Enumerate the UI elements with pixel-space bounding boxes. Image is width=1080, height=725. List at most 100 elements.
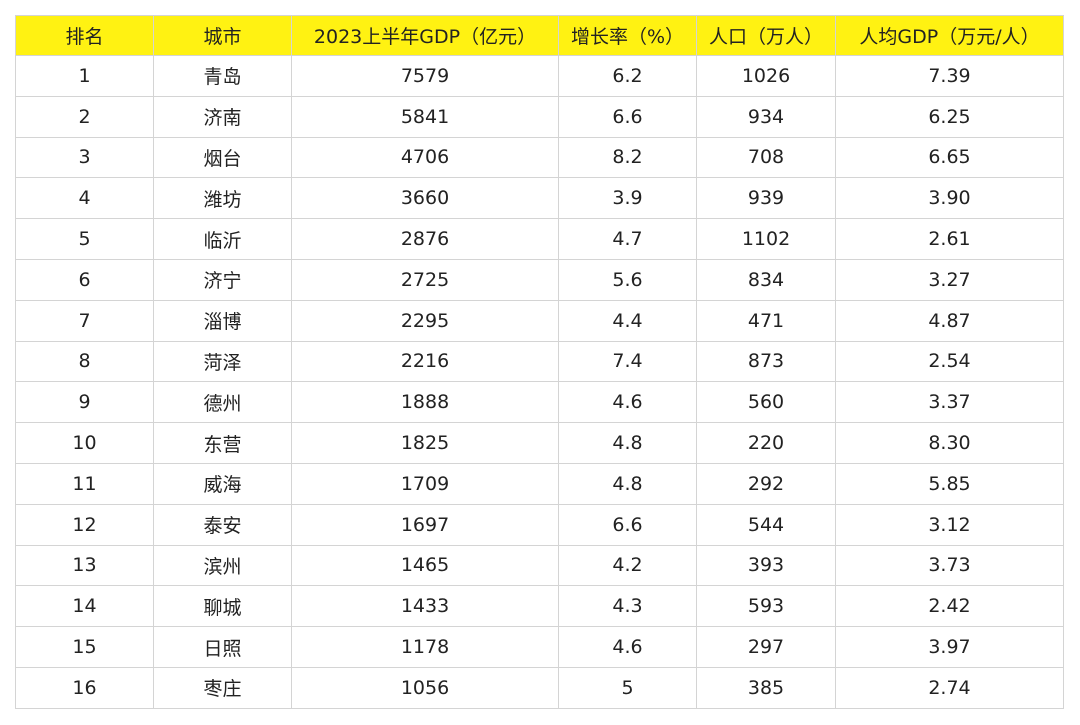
cell-city: 威海 [153, 462, 292, 505]
header-row: 排名 城市 2023上半年GDP（亿元） 增长率（%） 人口（万人） 人均GDP… [15, 15, 1064, 56]
table-body: 1 青岛 7579 6.2 1026 7.39 2 济南 5841 6.6 93… [15, 55, 1064, 709]
table-row: 5 临沂 2876 4.7 1102 2.61 [15, 218, 1064, 260]
cell-gdp-per-capita: 5.85 [835, 462, 1064, 505]
table-row: 2 济南 5841 6.6 934 6.25 [15, 95, 1064, 138]
cell-population: 873 [696, 340, 836, 383]
cell-gdp-per-capita: 2.61 [835, 218, 1064, 260]
cell-city: 济南 [153, 95, 292, 138]
table-row: 9 德州 1888 4.6 560 3.37 [15, 381, 1064, 424]
cell-population: 934 [696, 95, 836, 138]
cell-rank: 14 [15, 585, 154, 628]
cell-rank: 16 [15, 666, 154, 709]
cell-city: 潍坊 [153, 177, 292, 220]
cell-gdp: 7579 [291, 55, 559, 97]
cell-growth-rate: 4.6 [558, 381, 697, 424]
cell-growth-rate: 4.7 [558, 218, 697, 260]
cell-rank: 5 [15, 218, 154, 260]
cell-gdp: 2216 [291, 340, 559, 383]
cell-population: 593 [696, 585, 836, 628]
cell-gdp: 1825 [291, 422, 559, 464]
header-rank: 排名 [15, 15, 154, 56]
table-row: 4 潍坊 3660 3.9 939 3.90 [15, 177, 1064, 220]
cell-growth-rate: 4.3 [558, 585, 697, 628]
cell-growth-rate: 5 [558, 666, 697, 709]
cell-gdp-per-capita: 3.37 [835, 381, 1064, 424]
cell-population: 297 [696, 626, 836, 668]
header-city: 城市 [153, 15, 292, 56]
gdp-ranking-table: 排名 城市 2023上半年GDP（亿元） 增长率（%） 人口（万人） 人均GDP… [15, 15, 1064, 709]
cell-gdp-per-capita: 6.25 [835, 95, 1064, 138]
cell-growth-rate: 4.6 [558, 626, 697, 668]
cell-gdp-per-capita: 3.12 [835, 503, 1064, 546]
cell-city: 枣庄 [153, 666, 292, 709]
cell-population: 393 [696, 544, 836, 587]
cell-rank: 7 [15, 299, 154, 342]
cell-rank: 11 [15, 462, 154, 505]
cell-growth-rate: 6.6 [558, 503, 697, 546]
cell-rank: 13 [15, 544, 154, 587]
cell-city: 德州 [153, 381, 292, 424]
table-row: 11 威海 1709 4.8 292 5.85 [15, 462, 1064, 505]
cell-gdp-per-capita: 2.42 [835, 585, 1064, 628]
table-row: 12 泰安 1697 6.6 544 3.12 [15, 503, 1064, 546]
cell-gdp: 3660 [291, 177, 559, 220]
cell-gdp-per-capita: 3.73 [835, 544, 1064, 587]
header-gdp-per-capita: 人均GDP（万元/人） [835, 15, 1064, 56]
cell-population: 939 [696, 177, 836, 220]
cell-gdp: 5841 [291, 95, 559, 138]
table-row: 14 聊城 1433 4.3 593 2.42 [15, 585, 1064, 628]
cell-gdp: 1465 [291, 544, 559, 587]
table-header: 排名 城市 2023上半年GDP（亿元） 增长率（%） 人口（万人） 人均GDP… [15, 15, 1064, 56]
cell-city: 东营 [153, 422, 292, 464]
cell-gdp: 4706 [291, 136, 559, 179]
cell-population: 834 [696, 258, 836, 301]
header-gdp: 2023上半年GDP（亿元） [291, 15, 559, 56]
cell-gdp-per-capita: 2.54 [835, 340, 1064, 383]
table-row: 1 青岛 7579 6.2 1026 7.39 [15, 55, 1064, 97]
cell-growth-rate: 6.2 [558, 55, 697, 97]
cell-rank: 1 [15, 55, 154, 97]
cell-gdp: 1433 [291, 585, 559, 628]
cell-city: 菏泽 [153, 340, 292, 383]
cell-growth-rate: 3.9 [558, 177, 697, 220]
cell-city: 日照 [153, 626, 292, 668]
cell-city: 泰安 [153, 503, 292, 546]
cell-rank: 3 [15, 136, 154, 179]
table-row: 3 烟台 4706 8.2 708 6.65 [15, 136, 1064, 179]
table-row: 6 济宁 2725 5.6 834 3.27 [15, 258, 1064, 301]
cell-population: 560 [696, 381, 836, 424]
cell-growth-rate: 6.6 [558, 95, 697, 138]
cell-population: 1102 [696, 218, 836, 260]
cell-population: 292 [696, 462, 836, 505]
table-row: 10 东营 1825 4.8 220 8.30 [15, 422, 1064, 464]
gdp-table-container: 排名 城市 2023上半年GDP（亿元） 增长率（%） 人口（万人） 人均GDP… [15, 15, 1064, 709]
table-row: 16 枣庄 1056 5 385 2.74 [15, 666, 1064, 709]
table-row: 13 滨州 1465 4.2 393 3.73 [15, 544, 1064, 587]
cell-population: 220 [696, 422, 836, 464]
table-row: 8 菏泽 2216 7.4 873 2.54 [15, 340, 1064, 383]
cell-population: 471 [696, 299, 836, 342]
cell-city: 烟台 [153, 136, 292, 179]
cell-growth-rate: 4.8 [558, 462, 697, 505]
cell-gdp-per-capita: 2.74 [835, 666, 1064, 709]
cell-growth-rate: 4.2 [558, 544, 697, 587]
cell-growth-rate: 5.6 [558, 258, 697, 301]
cell-gdp-per-capita: 8.30 [835, 422, 1064, 464]
cell-gdp-per-capita: 3.97 [835, 626, 1064, 668]
cell-gdp-per-capita: 6.65 [835, 136, 1064, 179]
cell-gdp: 2725 [291, 258, 559, 301]
cell-city: 临沂 [153, 218, 292, 260]
cell-rank: 4 [15, 177, 154, 220]
cell-city: 淄博 [153, 299, 292, 342]
cell-city: 青岛 [153, 55, 292, 97]
cell-gdp: 1697 [291, 503, 559, 546]
cell-rank: 2 [15, 95, 154, 138]
cell-growth-rate: 7.4 [558, 340, 697, 383]
cell-gdp: 2295 [291, 299, 559, 342]
cell-growth-rate: 4.8 [558, 422, 697, 464]
table-row: 15 日照 1178 4.6 297 3.97 [15, 626, 1064, 668]
cell-population: 1026 [696, 55, 836, 97]
cell-rank: 12 [15, 503, 154, 546]
cell-growth-rate: 8.2 [558, 136, 697, 179]
header-population: 人口（万人） [696, 15, 836, 56]
